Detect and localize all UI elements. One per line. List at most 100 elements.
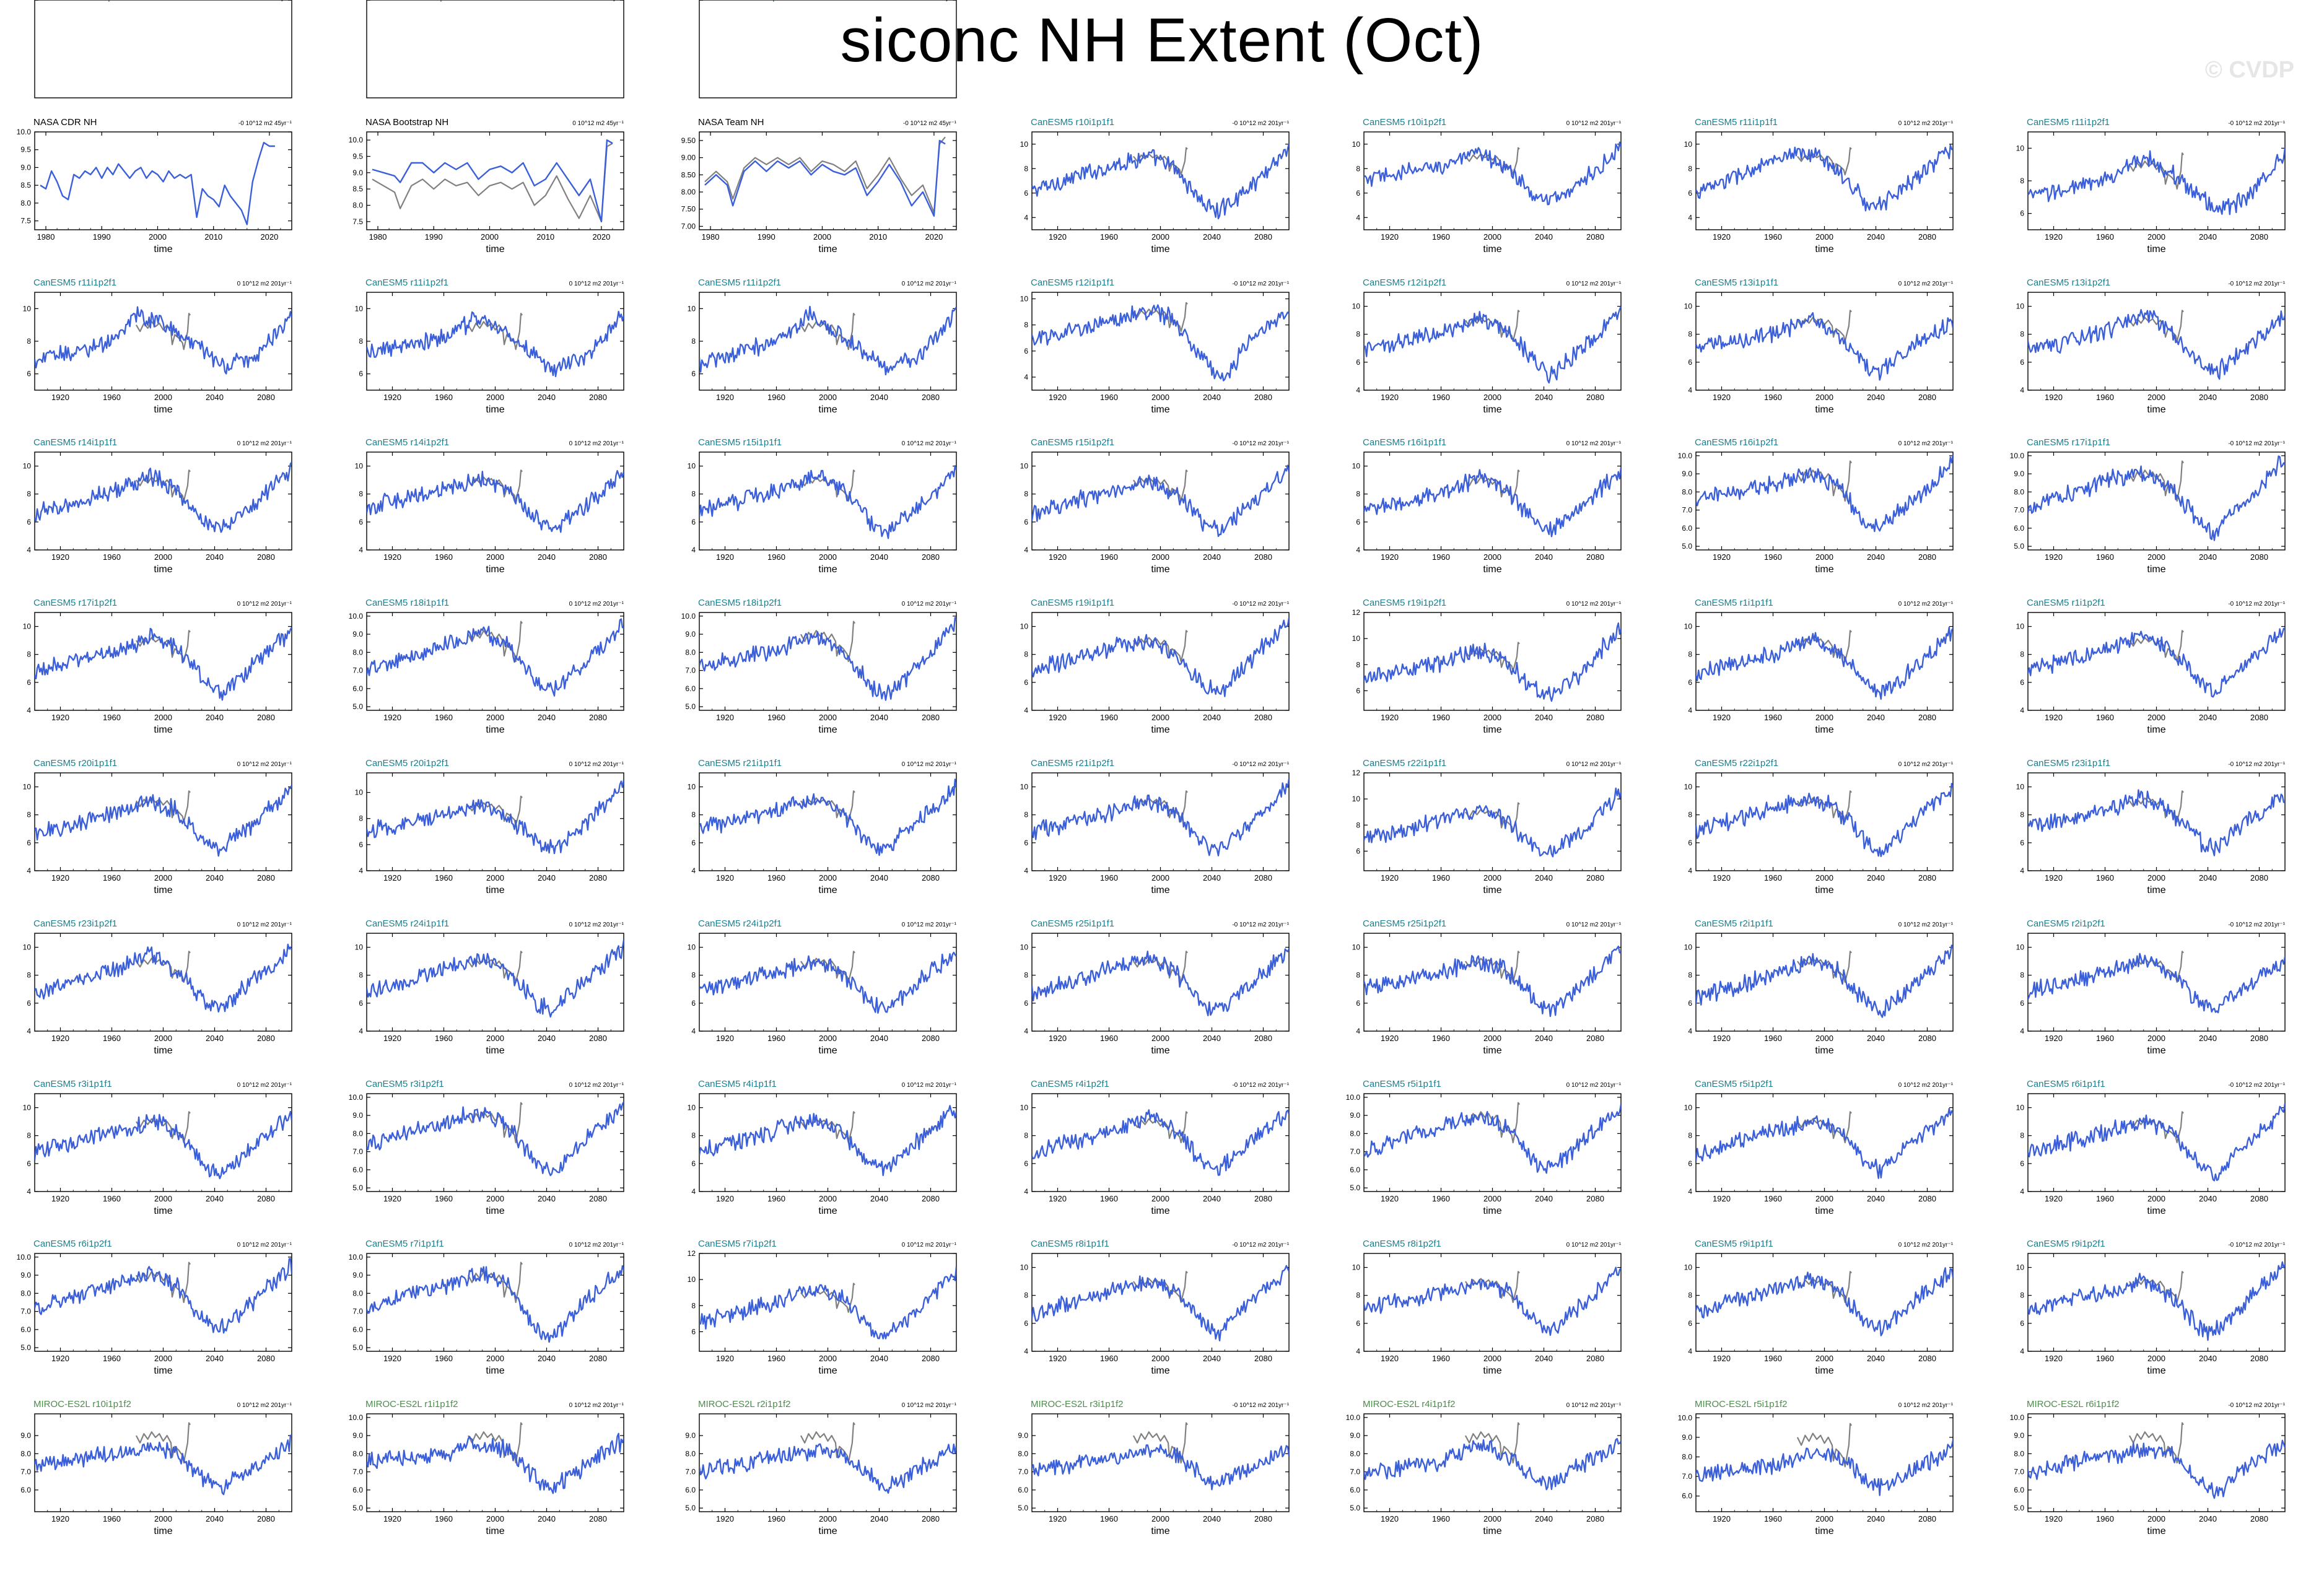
obs-line xyxy=(135,790,191,823)
model-line xyxy=(1032,1109,1289,1176)
model-line xyxy=(1696,1440,1953,1496)
y-tick-label: 6 xyxy=(27,1159,31,1168)
panel: CanESM5 r15i1p1f1 0 10^12 m2 201yr⁻¹ 1920 1… xyxy=(688,437,957,575)
model-line xyxy=(699,778,956,856)
x-tick-label: 2080 xyxy=(1254,1514,1272,1523)
y-tick-label: 6.0 xyxy=(352,1486,363,1494)
y-tick-label: 6 xyxy=(691,839,696,847)
x-axis-label: time xyxy=(486,1206,504,1216)
panel-frame xyxy=(1695,131,1954,230)
panel: CanESM5 r7i1p2f1 0 10^12 m2 201yr⁻¹ 1920 19… xyxy=(688,1239,957,1376)
y-tick-label: 10 xyxy=(23,462,32,471)
x-tick-label: 2040 xyxy=(206,1194,224,1203)
x-tick-label: 1920 xyxy=(51,1034,69,1043)
panel-title: MIROC-ES2L r10i1p1f2 xyxy=(33,1399,131,1410)
x-axis-label: time xyxy=(154,1045,172,1056)
x-tick-label: 2040 xyxy=(870,1514,888,1523)
y-tick-label: 10 xyxy=(688,943,696,952)
x-tick-label: 2000 xyxy=(819,552,837,562)
trend-label: 0 10^12 m2 201yr⁻¹ xyxy=(902,0,957,2)
x-tick-label: 2080 xyxy=(1918,232,1936,242)
panel: CanESM5 r19i1p2f1 0 10^12 m2 201yr⁻¹ 1920 1… xyxy=(1352,598,1622,735)
x-axis-label: time xyxy=(154,1366,172,1376)
x-axis-label: time xyxy=(154,0,172,2)
x-tick-label: 2000 xyxy=(154,552,172,562)
y-tick-label: 7.0 xyxy=(685,1468,696,1476)
x-tick-label: 2000 xyxy=(819,1034,837,1043)
model-line xyxy=(1696,944,1953,1018)
y-tick-label: 7.0 xyxy=(1018,1468,1028,1476)
model-line xyxy=(1696,312,1953,381)
panel-title: CanESM5 r8i1p2f1 xyxy=(1363,1239,1441,1249)
x-tick-label: 1920 xyxy=(1049,873,1067,882)
y-tick-label: 10 xyxy=(2016,302,2025,311)
x-tick-label: 2040 xyxy=(1535,393,1553,402)
panel: CanESM5 r25i1p2f1 0 10^12 m2 201yr⁻¹ 1920 1… xyxy=(1352,918,1622,1056)
y-tick-label: 4 xyxy=(691,866,696,875)
x-tick-label: 1920 xyxy=(2045,1514,2063,1523)
x-tick-label: 2040 xyxy=(870,713,888,722)
y-tick-label: 4 xyxy=(1024,706,1028,715)
x-tick-label: 2080 xyxy=(1586,1034,1604,1043)
y-tick-label: 6.0 xyxy=(20,1486,31,1494)
x-tick-label: 2080 xyxy=(589,552,607,562)
y-tick-label: 9.0 xyxy=(352,1111,363,1120)
x-tick-label: 2040 xyxy=(1535,1034,1553,1043)
x-tick-label: 2040 xyxy=(870,1354,888,1363)
x-tick-label: 1960 xyxy=(1764,1514,1782,1523)
trend-label: -0 10^12 m2 201yr⁻¹ xyxy=(2228,601,2285,608)
y-tick-label: 10.0 xyxy=(17,1253,32,1261)
x-tick-label: 2040 xyxy=(206,873,224,882)
y-tick-label: 9.0 xyxy=(352,1271,363,1279)
x-axis-label: time xyxy=(818,885,837,895)
panel: CanESM5 r12i1p2f1 0 10^12 m2 201yr⁻¹ 1920 1… xyxy=(1352,277,1622,415)
trend-label: 0 10^12 m2 201yr⁻¹ xyxy=(237,1402,292,1409)
panel-title: CanESM5 r19i1p1f1 xyxy=(1031,598,1114,608)
x-tick-label: 2040 xyxy=(1867,552,1885,562)
x-tick-label: 1960 xyxy=(1100,393,1118,402)
model-line xyxy=(35,1258,292,1334)
y-tick-label: 6 xyxy=(1024,678,1028,687)
y-tick-label: 10 xyxy=(688,462,696,471)
panel: CanESM5 r22i1p1f1 0 10^12 m2 201yr⁻¹ 1920 1… xyxy=(1352,758,1622,895)
panel-title: NASA Team NH xyxy=(698,117,764,128)
trend-label: 0 10^12 m2 201yr⁻¹ xyxy=(1898,761,1954,768)
x-axis-label: time xyxy=(486,0,504,2)
y-tick-label: 5.0 xyxy=(685,1504,696,1512)
panel-title: MIROC-ES2L r5i1p1f2 xyxy=(1695,1399,1788,1410)
x-tick-label: 1920 xyxy=(383,1354,401,1363)
y-tick-label: 10 xyxy=(2016,943,2025,952)
trend-label: 0 10^12 m2 201yr⁻¹ xyxy=(1566,281,1622,287)
y-tick-label: 6.0 xyxy=(685,0,696,2)
y-tick-label: 4 xyxy=(2020,866,2024,875)
panel-frame xyxy=(699,292,957,391)
y-tick-label: 6.0 xyxy=(352,1166,363,1174)
x-tick-label: 2000 xyxy=(486,393,504,402)
x-tick-label: 1920 xyxy=(2045,1354,2063,1363)
y-tick-label: 10 xyxy=(1352,302,1361,311)
y-tick-label: 8 xyxy=(27,337,31,346)
y-tick-label: 9.00 xyxy=(681,154,696,162)
x-tick-label: 1960 xyxy=(2096,1354,2114,1363)
model-line xyxy=(372,139,613,222)
y-tick-label: 10.0 xyxy=(2010,451,2025,460)
x-tick-label: 1920 xyxy=(1713,1354,1731,1363)
x-tick-label: 1960 xyxy=(1100,1034,1118,1043)
obs-line xyxy=(135,469,191,502)
y-tick-label: 4 xyxy=(2020,1347,2024,1356)
model-line xyxy=(699,617,956,701)
x-axis-label: time xyxy=(1151,1206,1169,1216)
y-tick-label: 4 xyxy=(1024,373,1028,381)
x-tick-label: 2000 xyxy=(154,873,172,882)
x-tick-label: 1920 xyxy=(1713,873,1731,882)
y-tick-label: 7.0 xyxy=(2014,1468,2024,1476)
y-tick-label: 9.0 xyxy=(1018,1431,1028,1440)
x-tick-label: 2080 xyxy=(1586,1354,1604,1363)
y-tick-label: 5.0 xyxy=(20,1343,31,1352)
y-tick-label: 10 xyxy=(23,783,32,791)
panel: CanESM5 r10i1p2f1 0 10^12 m2 201yr⁻¹ 1920 1… xyxy=(1352,117,1622,255)
panel-title: CanESM5 r11i1p2f1 xyxy=(698,277,781,288)
panel: MIROC-ES2L r6i1p1f2 -0 10^12 m2 201yr⁻¹ 19… xyxy=(2010,1399,2286,1536)
y-tick-label: 9.0 xyxy=(352,0,363,2)
trend-label: -0 10^12 m2 201yr⁻¹ xyxy=(2228,1082,2285,1089)
